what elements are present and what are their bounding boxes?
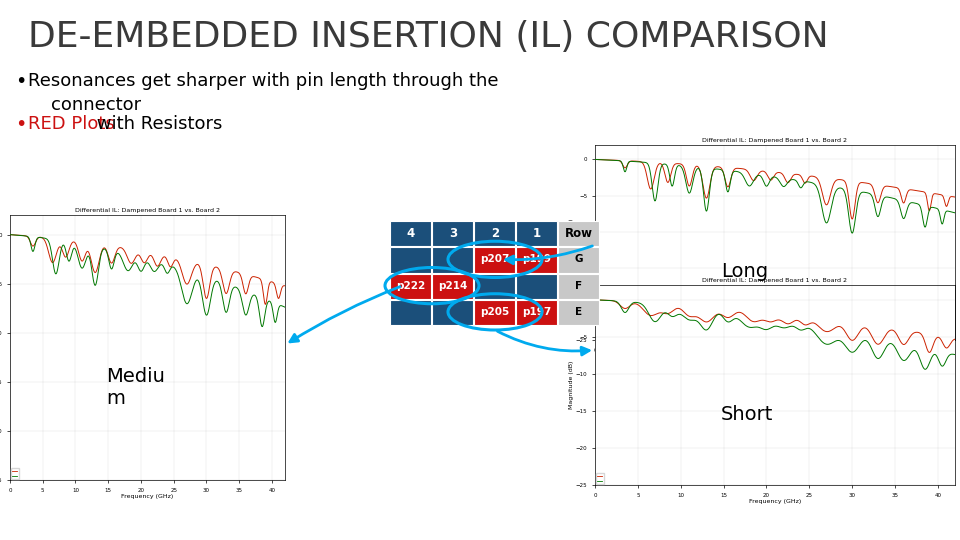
FancyBboxPatch shape: [474, 300, 515, 325]
FancyBboxPatch shape: [390, 300, 431, 325]
FancyBboxPatch shape: [558, 273, 599, 299]
Title: Differential IL: Dampened Board 1 vs. Board 2: Differential IL: Dampened Board 1 vs. Bo…: [703, 278, 848, 283]
X-axis label: Frequency (GHz): Frequency (GHz): [749, 354, 802, 359]
Legend: , : ,: [596, 473, 605, 484]
Text: Row: Row: [565, 227, 593, 240]
Text: p207: p207: [480, 254, 510, 265]
Title: Differential IL: Dampened Board 1 vs. Board 2: Differential IL: Dampened Board 1 vs. Bo…: [75, 208, 220, 213]
Text: 3: 3: [449, 227, 457, 240]
FancyBboxPatch shape: [390, 247, 431, 273]
Text: p214: p214: [439, 281, 468, 291]
X-axis label: Frequency (GHz): Frequency (GHz): [749, 499, 802, 504]
FancyBboxPatch shape: [474, 247, 515, 273]
Text: p222: p222: [396, 281, 425, 291]
Text: p197: p197: [522, 307, 552, 317]
X-axis label: Frequency (GHz): Frequency (GHz): [121, 494, 174, 499]
Y-axis label: Magnitude (dB): Magnitude (dB): [569, 361, 574, 409]
Text: RED Plots: RED Plots: [28, 115, 115, 133]
FancyBboxPatch shape: [390, 273, 431, 299]
Legend: , : ,: [596, 328, 605, 339]
Text: p199: p199: [522, 254, 551, 265]
FancyBboxPatch shape: [516, 273, 557, 299]
FancyBboxPatch shape: [432, 273, 473, 299]
Text: Mediu
m: Mediu m: [107, 367, 165, 408]
FancyBboxPatch shape: [516, 221, 557, 246]
Text: Short: Short: [721, 406, 774, 424]
FancyBboxPatch shape: [558, 221, 599, 246]
Text: DE-EMBEDDED INSERTION (IL) COMPARISON: DE-EMBEDDED INSERTION (IL) COMPARISON: [28, 20, 828, 54]
FancyBboxPatch shape: [432, 221, 473, 246]
Y-axis label: Magnitude (dB): Magnitude (dB): [569, 218, 574, 267]
Text: 2: 2: [491, 227, 499, 240]
FancyBboxPatch shape: [558, 300, 599, 325]
Text: •: •: [15, 72, 26, 91]
FancyBboxPatch shape: [474, 221, 515, 246]
Text: E: E: [575, 307, 583, 317]
Text: F: F: [575, 281, 583, 291]
Text: 4: 4: [407, 227, 415, 240]
Text: Resonances get sharper with pin length through the
    connector: Resonances get sharper with pin length t…: [28, 72, 498, 113]
FancyBboxPatch shape: [558, 247, 599, 273]
FancyBboxPatch shape: [516, 247, 557, 273]
FancyBboxPatch shape: [474, 273, 515, 299]
Legend: , : ,: [12, 468, 19, 479]
FancyBboxPatch shape: [516, 300, 557, 325]
Text: G: G: [575, 254, 584, 265]
FancyBboxPatch shape: [390, 221, 431, 246]
Text: p205: p205: [480, 307, 510, 317]
FancyBboxPatch shape: [432, 300, 473, 325]
FancyBboxPatch shape: [432, 247, 473, 273]
Text: Long: Long: [721, 262, 768, 281]
Text: with Resistors: with Resistors: [91, 115, 223, 133]
Text: 1: 1: [533, 227, 541, 240]
Title: Differential IL: Dampened Board 1 vs. Board 2: Differential IL: Dampened Board 1 vs. Bo…: [703, 138, 848, 143]
Text: •: •: [15, 115, 26, 134]
